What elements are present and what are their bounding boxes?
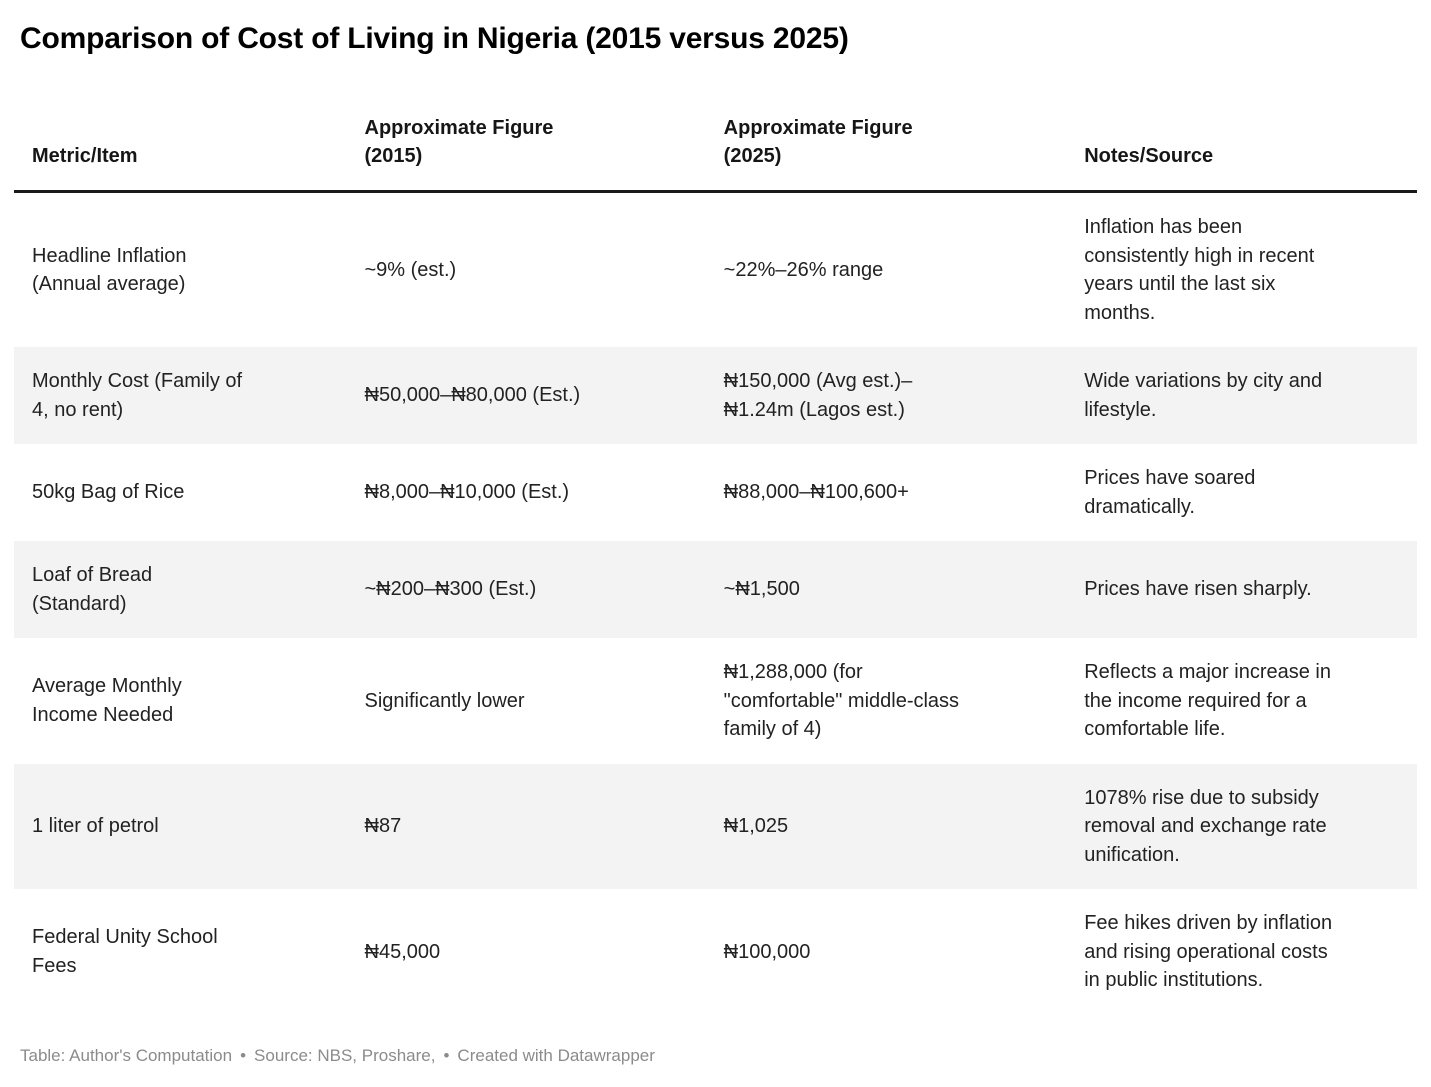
notes-cell: Reflects a major increase in the income … [1084,661,1331,740]
table-body: Headline Inflation (Annual average) ~9% … [14,192,1417,1015]
column-header-figure-2025-label: Approximate Figure (2025) [723,117,913,167]
notes-cell: Wide variations by city and lifestyle. [1084,370,1323,421]
figure-2025-cell: ₦1,025 [723,815,789,837]
figure-2025-cell: ₦88,000–₦100,600+ [723,481,909,504]
column-header-notes: Notes/Source [1066,114,1417,193]
table-row: Monthly Cost (Family of 4, no rent) ₦50,… [14,347,1417,444]
footer-credits: Table: Author's Computation • Source: NB… [20,1045,1417,1067]
figure-2015-cell: ~₦200–₦300 (Est.) [364,578,537,601]
figure-2015-cell: ₦50,000–₦80,000 (Est.) [364,384,581,407]
notes-cell: Fee hikes driven by inflation and rising… [1084,912,1333,991]
table-header: Metric/Item Approximate Figure (2015) Ap… [14,114,1417,193]
figure-2025-cell: ₦100,000 [723,940,811,963]
column-header-figure-2015: Approximate Figure (2015) [346,114,706,193]
table-row: Headline Inflation (Annual average) ~9% … [14,192,1417,348]
figure-2015-cell: ₦87 [364,815,402,837]
figure-2025-cell: ~22%–26% range [723,258,884,281]
cost-of-living-table: Metric/Item Approximate Figure (2015) Ap… [14,114,1417,1015]
column-header-notes-label: Notes/Source [1084,145,1214,167]
column-header-figure-2025: Approximate Figure (2025) [705,114,1067,193]
table-row: 1 liter of petrol ₦87 ₦1,025 1078% rise … [14,763,1417,889]
notes-cell: Prices have soared dramatically. [1084,467,1256,518]
column-header-metric-label: Metric/Item [32,145,138,167]
table-row: Average Monthly Income Needed Significan… [14,638,1417,764]
figure-2015-cell: ₦8,000–₦10,000 (Est.) [364,481,570,504]
header-row: Metric/Item Approximate Figure (2015) Ap… [14,114,1417,193]
table-row: Loaf of Bread (Standard) ~₦200–₦300 (Est… [14,541,1417,638]
metric-cell: 1 liter of petrol [32,815,159,837]
metric-cell: Monthly Cost (Family of 4, no rent) [32,370,243,421]
metric-cell: Average Monthly Income Needed [32,675,182,726]
metric-cell: Federal Unity School Fees [32,926,218,977]
figure-2015-cell: ₦45,000 [364,940,441,963]
figure-2025-cell: ~₦1,500 [723,578,800,601]
footer-separator: • [240,1045,247,1065]
notes-cell: Prices have risen sharply. [1084,578,1312,601]
table-row: Federal Unity School Fees ₦45,000 ₦100,0… [14,889,1417,1015]
notes-cell: Inflation has been consistently high in … [1084,216,1315,324]
table-row: 50kg Bag of Rice ₦8,000–₦10,000 (Est.) ₦… [14,444,1417,541]
notes-cell: 1078% rise due to subsidy removal and ex… [1084,786,1327,866]
metric-cell: Headline Inflation (Annual average) [32,244,187,296]
footer-separator: • [443,1045,450,1065]
figure-2015-cell: ~9% (est.) [364,258,457,281]
footer-datawrapper-credit: Created with Datawrapper [457,1045,655,1065]
footer-table-credit: Table: Author's Computation [20,1045,233,1065]
metric-cell: Loaf of Bread (Standard) [32,564,153,615]
column-header-figure-2015-label: Approximate Figure (2015) [364,117,554,167]
column-header-metric: Metric/Item [14,114,347,193]
figure-2015-cell: Significantly lower [364,689,525,712]
metric-cell: 50kg Bag of Rice [32,481,185,504]
figure-2025-cell: ₦1,288,000 (for "comfortable" middle-cla… [723,661,960,740]
figure-2025-cell: ₦150,000 (Avg est.)– ₦1.24m (Lagos est.) [723,370,913,421]
page-title: Comparison of Cost of Living in Nigeria … [20,22,849,55]
footer-source-credit: Source: NBS, Proshare, [254,1045,436,1065]
